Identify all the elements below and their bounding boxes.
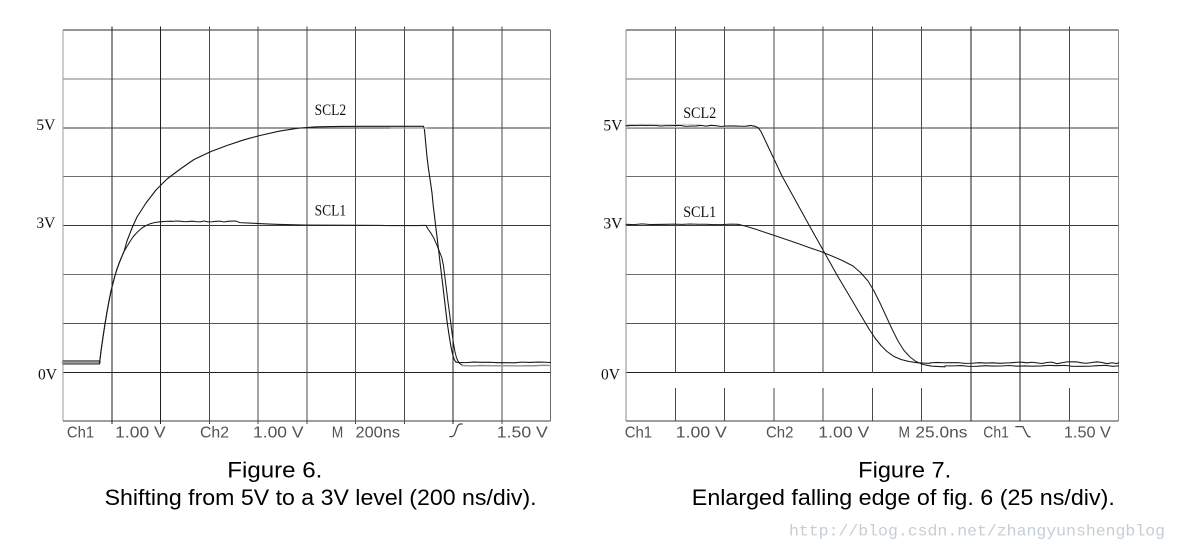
svg-text:Ch2: Ch2 (766, 424, 793, 441)
svg-text:SCL2: SCL2 (315, 102, 347, 119)
svg-text:1.00 V: 1.00 V (818, 424, 870, 441)
svg-text:5V: 5V (36, 117, 56, 134)
svg-text:3V: 3V (36, 215, 56, 232)
svg-text:3V: 3V (603, 216, 623, 233)
svg-text:Ch2: Ch2 (200, 424, 229, 441)
svg-text:1.00 V: 1.00 V (115, 424, 166, 441)
svg-text:Shifting from 5V to a 3V level: Shifting from 5V to a 3V level (200 ns/d… (105, 485, 537, 510)
svg-text:M: M (332, 424, 344, 441)
svg-text:Ch1: Ch1 (983, 424, 1009, 441)
svg-text:0V: 0V (601, 366, 621, 383)
svg-text:SCL1: SCL1 (315, 202, 347, 219)
svg-text:Ch1: Ch1 (67, 424, 94, 441)
svg-text:SCL2: SCL2 (683, 105, 716, 122)
svg-text:1.00 V: 1.00 V (253, 424, 304, 441)
svg-text:Ch1: Ch1 (625, 424, 652, 441)
svg-text:http://blog.csdn.net/zhangyuns: http://blog.csdn.net/zhangyunshengblog (789, 523, 1165, 541)
svg-text:M: M (899, 424, 911, 441)
svg-text:5V: 5V (603, 118, 623, 135)
svg-text:Figure 7.: Figure 7. (858, 458, 951, 483)
svg-text:0V: 0V (38, 367, 58, 384)
svg-text:1.00 V: 1.00 V (676, 424, 728, 441)
svg-text:200ns: 200ns (356, 424, 401, 441)
svg-text:SCL1: SCL1 (683, 204, 716, 221)
svg-text:Enlarged falling edge of fig.: Enlarged falling edge of fig. 6 (25 ns/d… (692, 485, 1115, 510)
svg-text:25.0ns: 25.0ns (915, 424, 967, 441)
svg-text:1.50 V: 1.50 V (1064, 424, 1112, 441)
svg-text:Figure 6.: Figure 6. (227, 458, 322, 483)
svg-text:1.50 V: 1.50 V (497, 424, 549, 441)
